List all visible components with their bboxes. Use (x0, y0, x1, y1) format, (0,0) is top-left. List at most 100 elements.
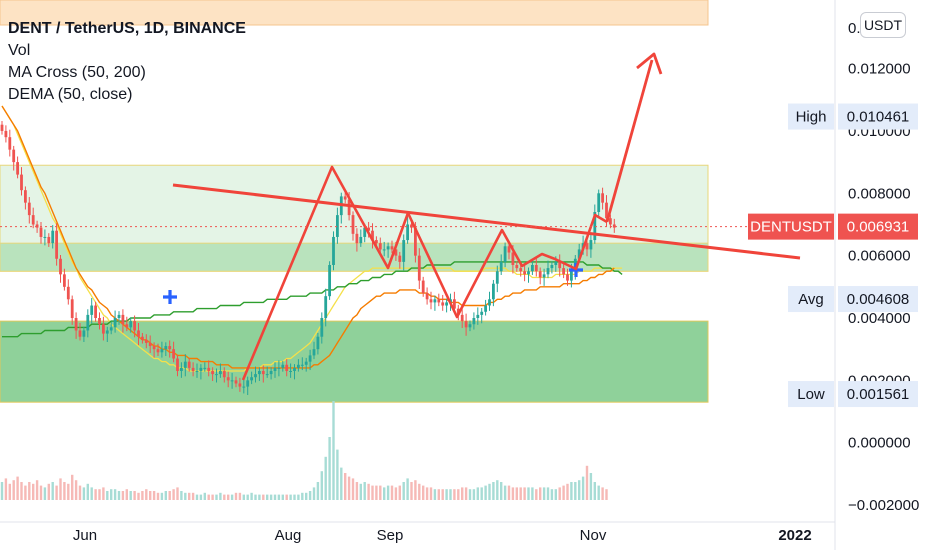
volume-bar (457, 489, 460, 500)
volume-bar (293, 494, 296, 500)
volume-bar (578, 480, 581, 500)
volume-bar (215, 494, 218, 500)
volume-bar (98, 489, 101, 500)
candle-body (113, 318, 117, 328)
candle-body (35, 224, 39, 228)
candle-body (351, 215, 355, 234)
price-tick-label: 0.000000 (848, 435, 911, 452)
candle-body (445, 302, 448, 306)
candle-body (577, 249, 581, 259)
time-tick-label: Jun (73, 527, 97, 544)
price-tick-label: 0.004000 (848, 310, 911, 327)
price-tick-label: 0.008000 (848, 185, 911, 202)
candle-body (433, 299, 437, 303)
volume-bar (305, 492, 308, 500)
volume-bar (464, 487, 468, 500)
volume-bar (262, 494, 265, 500)
volume-bar (141, 491, 144, 500)
candle-body (258, 371, 261, 375)
volume-bar (390, 485, 394, 500)
volume-bar (227, 494, 230, 500)
candle-body (160, 349, 164, 353)
volume-bar (20, 482, 23, 500)
candle-body (336, 215, 339, 237)
candle-body (246, 380, 250, 387)
candle-body (20, 174, 23, 191)
candle-body (207, 367, 211, 371)
candle-body (27, 202, 31, 216)
candle-body (460, 314, 464, 322)
symbol-title[interactable]: DENT / TetherUS, 1D, BINANCE (8, 20, 246, 37)
currency-unit-button[interactable]: USDT (860, 12, 906, 38)
candle-body (585, 243, 589, 250)
price-tick-top: 0. (848, 20, 861, 37)
volume-bar (234, 492, 238, 500)
volume-bar (74, 480, 78, 500)
candle-body (499, 261, 503, 272)
golden-cross-marker (163, 290, 177, 304)
volume-bar (519, 487, 522, 500)
stat-label-high: High (796, 109, 827, 126)
candle-body (47, 236, 51, 244)
supply-zone (0, 0, 709, 26)
candle-body (609, 218, 612, 225)
candle-body (359, 236, 363, 244)
candle-body (16, 162, 19, 175)
volume-bar (441, 489, 444, 500)
candle-body (312, 349, 316, 356)
volume-bar (32, 483, 35, 500)
candle-body (70, 299, 74, 318)
stat-label-bg (788, 381, 834, 408)
candle-body (102, 324, 105, 334)
volume-bar (211, 494, 214, 500)
volume-bar (219, 492, 222, 500)
candle-body (480, 311, 484, 315)
volume-bar (145, 489, 148, 500)
volume-bar (164, 491, 167, 500)
candle-body (66, 286, 70, 300)
candle-body (375, 240, 378, 244)
volume-bar (359, 483, 362, 500)
candle-body (488, 299, 491, 306)
candle-body (211, 371, 214, 375)
dema-line (1, 105, 615, 369)
volume-bar (585, 465, 589, 500)
price-tick-label: 0.012000 (848, 61, 911, 78)
volume-bar (281, 494, 284, 500)
candle-body (0, 124, 4, 131)
candle-body (8, 137, 12, 150)
volume-bar (273, 494, 277, 500)
stat-value-avg: 0.004608 (847, 291, 910, 308)
candle-body (589, 240, 593, 250)
indicator-vol[interactable]: Vol (8, 42, 31, 59)
volume-bar (106, 491, 109, 500)
volume-bar (16, 476, 19, 500)
candle-body (43, 236, 47, 238)
candle-body (12, 149, 16, 163)
volume-bar (386, 485, 390, 500)
candle-body (94, 305, 97, 318)
candle-body (527, 271, 530, 275)
volume-bar (398, 485, 401, 500)
candle-body (172, 349, 175, 359)
stat-value-low: 0.001561 (847, 386, 910, 403)
volume-bar (453, 489, 456, 500)
candle-body (24, 190, 27, 203)
indicator-ma-cross[interactable]: MA Cross (50, 200) (8, 64, 146, 81)
candle-body (519, 268, 523, 272)
candle-body (464, 321, 468, 328)
candle-body (367, 227, 370, 231)
volume-bar (242, 494, 245, 500)
volume-bar (383, 487, 386, 500)
volume-bar (308, 491, 312, 500)
candle-body (254, 374, 257, 378)
indicator-dema[interactable]: DEMA (50, close) (8, 86, 133, 103)
volume-bar (558, 487, 561, 500)
volume-bar (117, 491, 121, 500)
candle-body (382, 249, 386, 251)
volume-bar (82, 487, 86, 500)
candle-body (273, 367, 277, 371)
volume-bar (363, 482, 366, 500)
volume-bar (570, 482, 573, 500)
